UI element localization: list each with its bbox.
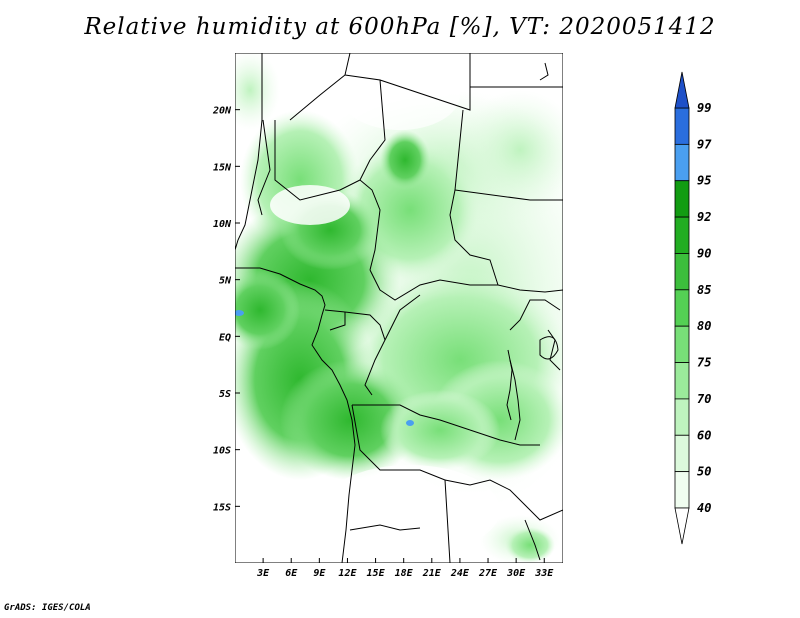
colorbar-segment	[674, 398, 690, 436]
humidity-area	[505, 527, 555, 563]
colorbar-label: 90	[697, 246, 711, 260]
humidity-area	[235, 53, 280, 130]
border	[257, 119, 271, 216]
border	[469, 429, 540, 446]
border	[324, 309, 386, 396]
colorbar-segment	[674, 180, 690, 218]
colorbar-label: 99	[697, 101, 711, 115]
border	[547, 329, 561, 371]
border	[289, 53, 351, 121]
lat-tick-label: 15N	[213, 162, 232, 173]
border	[444, 479, 563, 521]
latitude-axis: 20N 15N 10N 5N EQ 5S 10S 15S	[212, 106, 240, 513]
lake	[524, 519, 541, 561]
colorbar-segment	[674, 325, 690, 363]
coastline	[235, 267, 356, 563]
colorbar-label: 70	[697, 392, 711, 406]
dry-area	[340, 60, 460, 130]
colorbar-label: 60	[697, 428, 711, 442]
colorbar-segment	[674, 107, 690, 145]
lat-tick-label: 10S	[213, 446, 231, 457]
lon-tick-label: 12E	[338, 568, 357, 579]
longitude-axis: 3E 6E 9E 12E 15E 18E 21E 24E 27E 30E 33E	[256, 558, 554, 579]
dry-area	[320, 465, 500, 555]
border	[352, 404, 471, 431]
border	[379, 53, 471, 111]
lon-tick-label: 27E	[478, 568, 498, 579]
border	[351, 404, 451, 563]
lon-tick-label: 33E	[534, 568, 554, 579]
lon-tick-label: 3E	[256, 568, 270, 579]
border	[509, 359, 521, 441]
chart-title: Relative humidity at 600hPa [%], VT: 202…	[84, 14, 716, 40]
colorbar-segment	[674, 143, 690, 182]
colorbar-label: 75	[697, 356, 711, 370]
border	[349, 524, 421, 531]
border	[369, 269, 563, 301]
colorbar-label: 50	[697, 465, 711, 479]
colorbar-label: 92	[697, 210, 711, 224]
colorbar-segment	[674, 289, 690, 327]
lon-tick-label: 24E	[450, 568, 470, 579]
colorbar-segment	[674, 362, 690, 400]
colorbar-label: 85	[697, 283, 711, 297]
coastline	[539, 62, 549, 81]
dry-area	[270, 185, 350, 225]
lat-tick-label: 5S	[219, 389, 231, 400]
country-borders	[235, 53, 563, 563]
colorbar-label: 80	[697, 319, 711, 333]
colorbar-segment	[674, 471, 690, 509]
humidity-area	[380, 130, 430, 190]
colorbar: 99 97 95 92 90 85 80 75 70 60 50 40	[674, 71, 712, 545]
lat-tick-label: 20N	[212, 106, 232, 117]
humidity-area	[460, 90, 563, 210]
lake	[506, 349, 513, 421]
humidity-area	[380, 390, 500, 470]
colorbar-segment	[674, 434, 690, 473]
humidity-peak	[235, 310, 244, 316]
lon-tick-label: 21E	[422, 568, 442, 579]
credit-text: GrADS: IGES/COLA	[4, 603, 91, 613]
border	[509, 299, 561, 331]
coastline	[235, 53, 263, 251]
border	[274, 120, 361, 201]
border	[384, 294, 421, 341]
lon-tick-label: 30E	[506, 568, 526, 579]
humidity-map	[235, 53, 563, 563]
colorbar-bottom-triangle	[674, 507, 690, 545]
border	[454, 189, 563, 201]
lon-tick-label: 15E	[367, 568, 386, 579]
humidity-shading	[235, 53, 563, 563]
humidity-area	[280, 360, 420, 480]
lat-tick-label: 10N	[213, 219, 232, 230]
colorbar-segment	[674, 216, 690, 254]
lat-tick-label: 15S	[213, 502, 231, 513]
colorbar-top-triangle	[674, 71, 690, 109]
colorbar-segment	[674, 253, 690, 291]
humidity-area	[235, 270, 300, 350]
colorbar-label: 97	[697, 137, 712, 151]
lon-tick-label: 9E	[313, 568, 326, 579]
colorbar-label: 40	[697, 501, 711, 515]
humidity-peak	[406, 420, 414, 426]
border	[329, 312, 346, 331]
lake	[539, 336, 559, 360]
lon-tick-label: 6E	[285, 568, 298, 579]
lon-tick-label: 18E	[395, 568, 414, 579]
lat-tick-label: 5N	[219, 276, 232, 287]
lat-tick-label: EQ	[219, 332, 231, 343]
colorbar-label: 95	[697, 174, 711, 188]
